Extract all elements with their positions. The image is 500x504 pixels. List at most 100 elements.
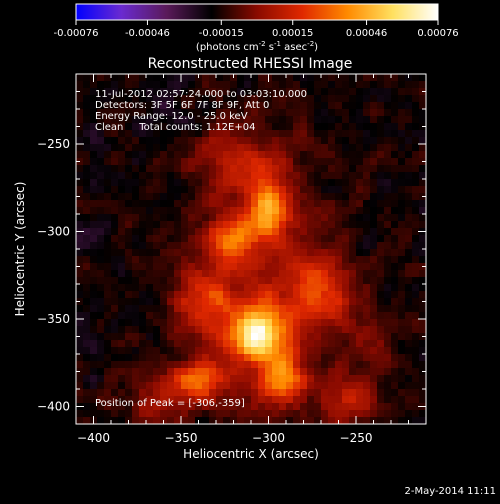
heatmap-cell (209, 249, 217, 257)
heatmap-cell (181, 158, 189, 166)
heatmap-cell (384, 410, 392, 418)
heatmap-cell (321, 263, 329, 271)
heatmap-cell (209, 403, 217, 411)
heatmap-cell (146, 319, 154, 327)
heatmap-cell (293, 333, 301, 341)
heatmap-cell (83, 102, 91, 110)
heatmap-cell (300, 326, 308, 334)
heatmap-cell (391, 249, 399, 257)
heatmap-cell (272, 116, 280, 124)
heatmap-cell (230, 354, 238, 362)
heatmap-cell (104, 242, 112, 250)
heatmap-cell (216, 228, 224, 236)
heatmap-cell (202, 221, 210, 229)
annotation-line: Energy Range: 12.0 - 25.0 keV (95, 111, 248, 122)
heatmap-cell (300, 165, 308, 173)
heatmap-cell (125, 277, 133, 285)
heatmap-cell (265, 186, 273, 194)
heatmap-cell (398, 347, 406, 355)
heatmap-cell (188, 249, 196, 257)
heatmap-cell (111, 354, 119, 362)
heatmap-cell (97, 228, 105, 236)
heatmap-cell (174, 284, 182, 292)
heatmap-cell (391, 95, 399, 103)
heatmap-cell (251, 137, 259, 145)
heatmap-cell (335, 200, 343, 208)
heatmap-cell (293, 270, 301, 278)
heatmap-cell (181, 347, 189, 355)
heatmap-cell (363, 256, 371, 264)
heatmap-cell (370, 144, 378, 152)
heatmap-cell (230, 228, 238, 236)
heatmap-cell (216, 186, 224, 194)
heatmap-cell (174, 221, 182, 229)
heatmap-cell (237, 263, 245, 271)
heatmap-cell (321, 375, 329, 383)
heatmap-cell (90, 123, 98, 131)
heatmap-cell (384, 179, 392, 187)
heatmap-cell (356, 207, 364, 215)
heatmap-cell (258, 270, 266, 278)
heatmap-cell (223, 200, 231, 208)
heatmap-cell (377, 305, 385, 313)
heatmap-cell (202, 144, 210, 152)
heatmap-cell (349, 305, 357, 313)
heatmap-cell (279, 305, 287, 313)
heatmap-cell (76, 235, 84, 243)
heatmap-cell (307, 172, 315, 180)
heatmap-cell (244, 284, 252, 292)
heatmap-cell (314, 319, 322, 327)
heatmap-cell (293, 235, 301, 243)
heatmap-cell (419, 116, 427, 124)
heatmap-cell (356, 312, 364, 320)
heatmap-cell (104, 137, 112, 145)
heatmap-cell (412, 347, 420, 355)
heatmap-cell (202, 81, 210, 89)
heatmap-cell (391, 326, 399, 334)
heatmap-cell (328, 214, 336, 222)
heatmap-cell (391, 389, 399, 397)
heatmap-cell (412, 130, 420, 138)
heatmap-cell (230, 326, 238, 334)
heatmap-cell (342, 214, 350, 222)
heatmap-cell (363, 326, 371, 334)
heatmap-cell (230, 193, 238, 201)
heatmap-cell (111, 270, 119, 278)
heatmap-cell (244, 214, 252, 222)
heatmap-cell (349, 326, 357, 334)
heatmap-cell (104, 403, 112, 411)
heatmap-cell (195, 284, 203, 292)
heatmap-cell (251, 221, 259, 229)
heatmap-cell (342, 144, 350, 152)
heatmap-cell (139, 326, 147, 334)
heatmap-cell (279, 179, 287, 187)
heatmap-cell (97, 242, 105, 250)
heatmap-cell (139, 249, 147, 257)
heatmap-cell (405, 333, 413, 341)
heatmap-cell (90, 144, 98, 152)
heatmap-cell (195, 81, 203, 89)
heatmap-cell (335, 123, 343, 131)
heatmap-cell (356, 179, 364, 187)
heatmap-cell (349, 312, 357, 320)
heatmap-cell (223, 81, 231, 89)
heatmap-cell (244, 410, 252, 418)
heatmap-cell (349, 270, 357, 278)
heatmap-cell (307, 305, 315, 313)
heatmap-cell (188, 109, 196, 117)
heatmap-cell (342, 326, 350, 334)
heatmap-cell (356, 403, 364, 411)
heatmap-cell (335, 186, 343, 194)
heatmap-cell (146, 151, 154, 159)
heatmap-cell (258, 382, 266, 390)
heatmap-cell (223, 165, 231, 173)
heatmap-cell (237, 214, 245, 222)
heatmap-cell (258, 214, 266, 222)
heatmap-cell (419, 410, 427, 418)
heatmap-cell (167, 144, 175, 152)
heatmap-cell (342, 298, 350, 306)
heatmap-cell (314, 193, 322, 201)
heatmap-cell (90, 158, 98, 166)
heatmap-cell (83, 95, 91, 103)
heatmap-cell (132, 214, 140, 222)
